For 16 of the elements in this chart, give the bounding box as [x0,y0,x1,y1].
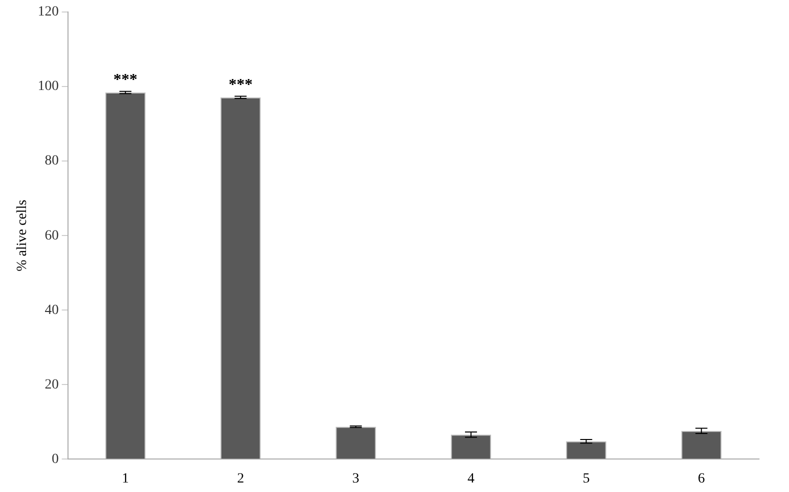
x-tick-label: 3 [352,471,360,486]
y-tick-label: 20 [44,377,59,392]
y-tick-label: 40 [44,302,59,318]
annotation: *** [228,76,253,94]
y-tick-label: 0 [52,452,59,467]
x-tick-label: 5 [582,471,590,486]
annotation: *** [113,72,138,89]
y-tick-label: 120 [38,4,59,20]
y-tick-label: 80 [44,154,59,169]
x-tick-label: 1 [122,471,129,486]
y-axis-title: % alive cells [15,200,30,272]
y-tick-label: 60 [44,228,59,244]
y-tick-label: 100 [38,79,59,94]
x-tick-label: 2 [237,471,244,486]
x-tick-label: 4 [468,471,474,486]
x-tick-label: 6 [698,471,705,486]
